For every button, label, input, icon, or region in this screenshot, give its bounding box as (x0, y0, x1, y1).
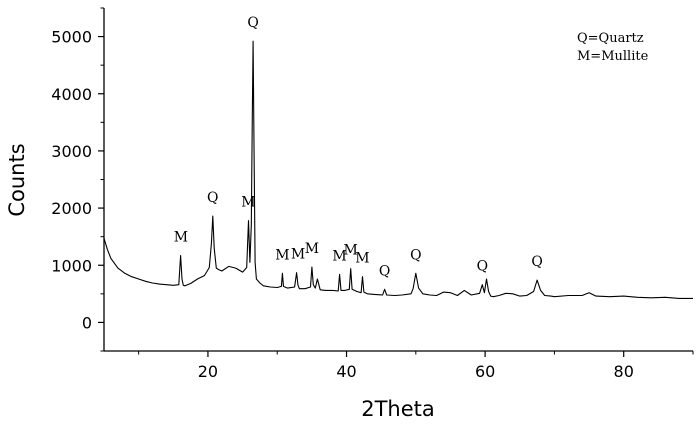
peak-label-quartz: Q (247, 15, 258, 31)
peak-label-mullite: M (291, 247, 305, 263)
peak-label-quartz: Q (379, 263, 390, 279)
peak-label-mullite: M (174, 230, 188, 246)
y-tick-label: 4000 (51, 85, 92, 104)
peak-label-quartz: Q (207, 190, 218, 206)
legend: Q=Quartz M=Mullite (577, 31, 649, 64)
peak-label-mullite: M (305, 241, 319, 257)
plot-area (103, 40, 693, 299)
x-tick-label: 80 (614, 362, 634, 381)
y-axis: 0 1000 2000 3000 4000 5000 (51, 7, 105, 352)
y-tick-label: 3000 (51, 142, 92, 161)
x-axis: 20 40 60 80 (104, 350, 694, 381)
y-tick-label: 2000 (51, 199, 92, 218)
legend-entry-quartz: Q=Quartz (577, 31, 644, 46)
y-tick-label: 5000 (51, 28, 92, 47)
peak-label-quartz: Q (477, 259, 488, 275)
peak-label-mullite: M (344, 243, 358, 259)
y-axis-title: Counts (5, 143, 29, 216)
y-tick-label: 1000 (51, 256, 92, 275)
x-tick-label: 40 (336, 362, 356, 381)
peak-label-quartz: Q (410, 247, 421, 263)
peak-label-mullite: M (275, 247, 289, 263)
peak-label-mullite: M (332, 248, 346, 264)
x-axis-title: 2Theta (361, 397, 435, 421)
peak-label-quartz: Q (531, 254, 542, 270)
peak-label-mullite: M (241, 195, 255, 211)
series-line-0 (103, 40, 693, 299)
x-tick-label: 20 (198, 362, 218, 381)
peak-label-mullite: M (355, 251, 369, 267)
x-tick-label: 60 (475, 362, 495, 381)
legend-entry-mullite: M=Mullite (577, 49, 649, 64)
y-tick-label: 0 (82, 313, 92, 332)
